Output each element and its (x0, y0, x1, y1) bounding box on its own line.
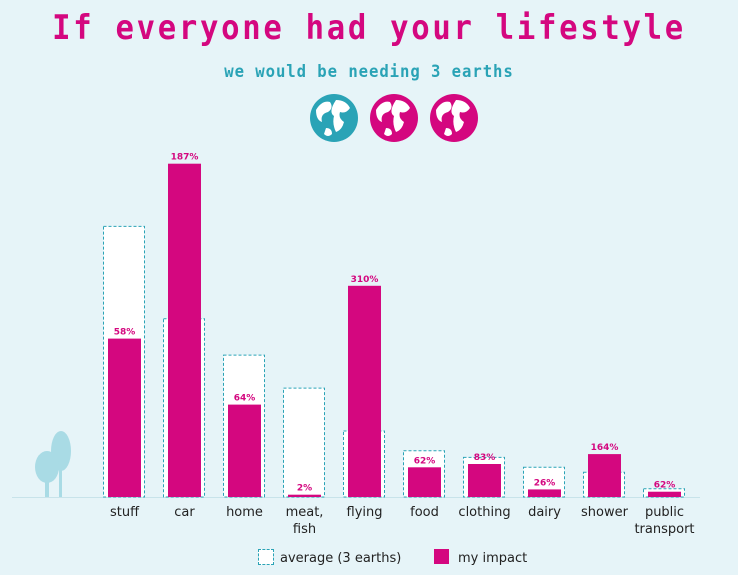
category-label: public transport (634, 505, 694, 537)
my-impact-bar (348, 285, 381, 497)
category-label: meat, fish (286, 505, 324, 537)
data-label: 310% (351, 275, 379, 285)
category-label: food (410, 505, 439, 520)
data-label: 62% (414, 456, 436, 466)
category-label: car (174, 505, 195, 520)
earth-globe-icon (430, 94, 478, 142)
legend-average-label: average (3 earths) (280, 551, 402, 566)
my-impact-bar (648, 491, 681, 497)
my-impact-bar (108, 338, 141, 497)
data-label: 83% (474, 453, 496, 463)
data-label: 164% (591, 443, 619, 453)
category-label: clothing (458, 505, 510, 520)
legend-average-swatch (258, 549, 274, 565)
legend-mine-label: my impact (458, 551, 528, 566)
my-impact-bar (168, 163, 201, 497)
chart-subtitle: we would be needing 3 earths (224, 62, 514, 82)
my-impact-bar (228, 404, 261, 497)
data-label: 58% (114, 328, 136, 338)
my-impact-bar (288, 494, 321, 497)
my-impact-bar (468, 464, 501, 497)
data-label: 62% (654, 481, 676, 491)
my-impact-bar (408, 467, 441, 497)
globe-row (310, 94, 478, 142)
tree-icon (35, 431, 71, 498)
data-label: 187% (171, 153, 199, 163)
category-label: shower (581, 505, 629, 520)
category-label: stuff (110, 505, 140, 520)
earth-globe-icon (310, 94, 358, 142)
my-impact-bar (588, 454, 621, 497)
data-label: 2% (297, 484, 312, 494)
category-label: dairy (528, 505, 561, 520)
legend-mine-swatch (434, 549, 449, 564)
average-bar (283, 387, 325, 498)
earth-globe-icon (370, 94, 418, 142)
data-label: 64% (234, 394, 256, 404)
data-label: 26% (534, 478, 556, 488)
category-label: flying (347, 505, 383, 520)
chart-title: If everyone had your lifestyle (52, 8, 686, 48)
category-label: home (226, 505, 263, 520)
my-impact-bar (528, 489, 561, 497)
bar-chart: 58% stuff 187% car 64% home 2% meat, fish 310% fly… (12, 153, 700, 537)
